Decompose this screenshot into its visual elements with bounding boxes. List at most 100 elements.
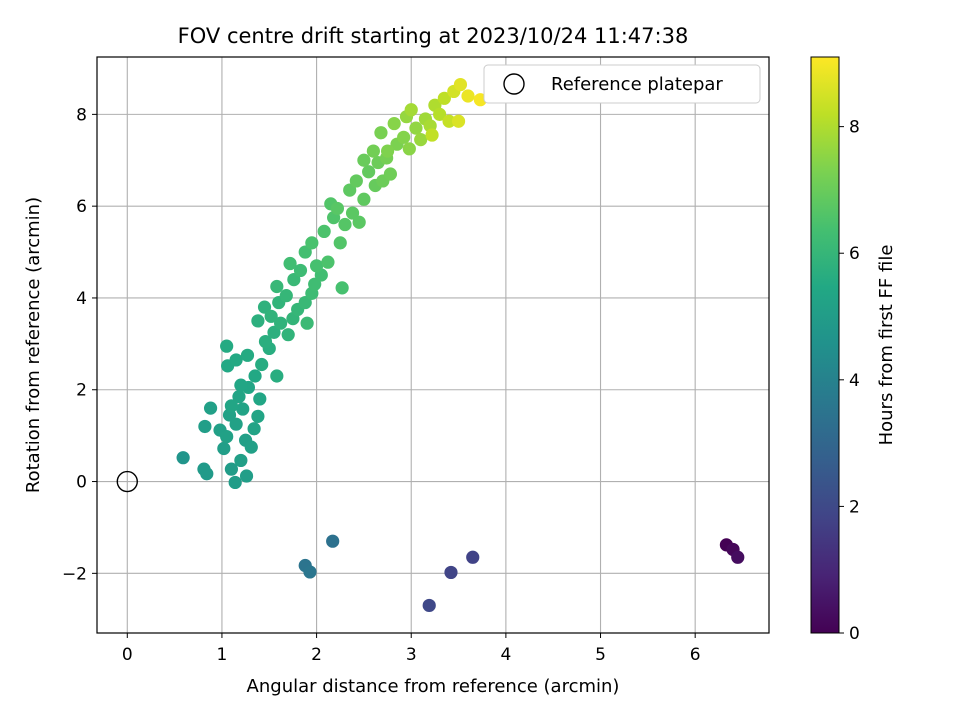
reference-platepar-marker (116, 470, 138, 493)
data-point (362, 165, 376, 179)
data-point (425, 128, 439, 142)
data-point (731, 550, 745, 564)
data-point (298, 295, 312, 310)
data-point (317, 224, 331, 239)
data-point (330, 201, 345, 216)
y-axis-label: Rotation from reference (arcmin) (23, 197, 44, 493)
data-point (338, 217, 352, 232)
data-point (402, 142, 416, 156)
data-point (229, 417, 243, 431)
data-point (345, 206, 360, 220)
data-point (335, 281, 349, 295)
colorbar: 0 2 4 6 8 Hours from first FF file (810, 56, 897, 644)
data-point (309, 259, 324, 273)
data-point (239, 469, 254, 483)
data-point (232, 390, 246, 404)
legend-marker-reference (503, 73, 525, 95)
data-point (287, 272, 301, 287)
data-point (244, 440, 258, 454)
data-point (321, 255, 335, 269)
data-point (444, 565, 458, 580)
data-point (300, 316, 314, 330)
y-tick-label: 8 (76, 105, 87, 125)
data-point (279, 289, 293, 303)
data-point (253, 392, 267, 406)
data-point (414, 133, 428, 147)
data-point (248, 369, 262, 383)
data-point (303, 565, 317, 579)
data-point (380, 144, 395, 158)
data-point (357, 192, 371, 206)
data-point (451, 114, 466, 128)
data-point (220, 429, 234, 444)
data-point (267, 325, 281, 339)
legend: Reference platepar (483, 64, 761, 104)
x-axis-label: Angular distance from reference (arcmin) (247, 676, 620, 697)
data-point (352, 215, 366, 229)
data-point (251, 314, 265, 328)
data-point (349, 174, 363, 188)
x-tick-label: 6 (690, 645, 701, 665)
legend-entry-reference: Reference platepar (551, 74, 723, 95)
data-point (461, 89, 475, 103)
data-point (270, 369, 284, 383)
y-tick-label: 4 (76, 289, 87, 309)
colorbar-tick-label: 2 (849, 497, 860, 517)
data-point (453, 77, 468, 92)
data-point (466, 550, 480, 564)
data-point (308, 277, 322, 291)
data-point (305, 236, 319, 250)
data-point (236, 402, 250, 416)
data-point (229, 353, 243, 367)
data-point (387, 116, 401, 131)
grid (97, 57, 769, 633)
x-tick-label: 5 (595, 645, 606, 665)
data-point (298, 245, 312, 259)
data-point (224, 399, 238, 413)
data-point (333, 236, 347, 250)
data-point (176, 451, 190, 465)
colorbar-gradient (810, 56, 840, 634)
colorbar-label: Hours from first FF file (876, 245, 897, 446)
legend-box (483, 64, 761, 104)
data-point (247, 422, 261, 436)
data-point (409, 121, 423, 135)
colorbar-tick-label: 4 (849, 371, 860, 391)
data-point (281, 328, 295, 342)
x-tick-label: 0 (122, 645, 133, 665)
data-point (251, 409, 265, 423)
x-tick-label: 1 (217, 645, 228, 665)
data-point (357, 153, 371, 167)
chart-title: FOV centre drift starting at 2023/10/24 … (178, 24, 689, 48)
x-tick-label: 4 (500, 645, 511, 665)
data-point (270, 279, 284, 294)
data-point (264, 309, 278, 323)
data-point (404, 103, 418, 117)
y-tick-label: 6 (76, 197, 87, 217)
data-point (200, 467, 214, 481)
colorbar-ticks: 0 2 4 6 8 (839, 118, 860, 644)
data-point (343, 183, 357, 197)
axis-ticks: 0 1 2 3 4 5 6 −2 0 2 4 6 8 (62, 105, 701, 665)
data-point (422, 598, 436, 613)
x-tick-label: 3 (406, 645, 417, 665)
data-point (255, 357, 269, 372)
data-point (228, 475, 242, 490)
data-point (326, 534, 340, 548)
data-point (442, 114, 456, 128)
data-point (258, 334, 273, 349)
data-point (433, 107, 447, 121)
y-tick-label: −2 (62, 564, 87, 584)
data-point (366, 144, 380, 158)
data-point (203, 401, 218, 415)
data-point (217, 441, 231, 456)
data-point (437, 91, 451, 105)
plot-frame (96, 56, 770, 634)
data-point (283, 256, 297, 271)
data-point (240, 348, 255, 362)
data-point (224, 462, 238, 476)
colorbar-tick-label: 8 (849, 118, 860, 138)
data-point (397, 130, 411, 144)
y-tick-label: 2 (76, 381, 87, 401)
